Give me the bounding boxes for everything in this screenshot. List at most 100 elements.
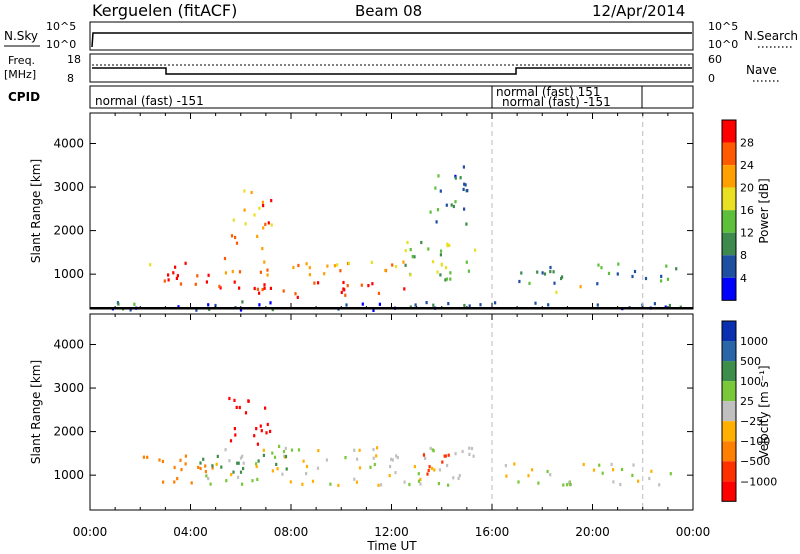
range-cell xyxy=(235,241,239,245)
range-cell xyxy=(243,189,246,193)
range-cell xyxy=(339,269,342,273)
range-cell xyxy=(149,263,152,267)
colorbar-segment xyxy=(722,321,736,342)
range-cell xyxy=(329,482,332,486)
range-cell xyxy=(179,458,182,462)
range-cell xyxy=(560,276,563,281)
y-tick-label: 1000 xyxy=(53,468,84,482)
range-cell xyxy=(541,271,544,275)
range-cell xyxy=(449,271,452,275)
range-cell xyxy=(269,429,272,433)
range-cell xyxy=(281,472,284,476)
range-cell xyxy=(517,480,520,484)
range-cell xyxy=(458,474,461,478)
range-cell xyxy=(233,427,236,431)
range-cell xyxy=(263,283,266,287)
range-cell xyxy=(411,255,414,259)
range-cell xyxy=(536,270,539,274)
range-cell xyxy=(447,483,450,487)
x-tick-label: 00:00 xyxy=(73,525,108,539)
range-cell xyxy=(207,303,210,307)
range-cell xyxy=(199,466,202,471)
range-cell xyxy=(435,220,438,224)
range-cell xyxy=(184,454,187,458)
range-cell xyxy=(197,465,200,469)
range-cell xyxy=(233,280,236,284)
range-cell xyxy=(247,399,250,403)
range-cell xyxy=(633,269,637,274)
range-cell xyxy=(373,462,376,467)
range-cell xyxy=(446,242,449,246)
range-cell xyxy=(436,270,439,274)
range-cell xyxy=(648,476,651,481)
range-cell xyxy=(167,273,170,277)
range-cell xyxy=(230,234,234,238)
range-cell xyxy=(175,276,178,280)
range-cell xyxy=(275,462,278,466)
range-cell xyxy=(468,446,471,450)
colorbar-tick-label: 20 xyxy=(740,182,754,195)
range-cell xyxy=(424,456,427,460)
range-cell xyxy=(305,472,308,476)
range-cell xyxy=(658,483,661,487)
range-cell xyxy=(294,292,297,296)
range-cell xyxy=(566,483,569,487)
range-cell xyxy=(173,480,176,484)
cpid-label: CPID xyxy=(8,90,40,104)
range-cell xyxy=(596,303,599,307)
range-cell xyxy=(432,260,435,264)
x-tick-label: 12:00 xyxy=(374,525,409,539)
nsky-line xyxy=(91,32,692,48)
range-cell xyxy=(282,450,286,454)
range-cell xyxy=(665,264,668,268)
range-cell xyxy=(305,262,308,266)
range-cell xyxy=(220,465,223,469)
range-cell xyxy=(596,282,599,286)
range-cell xyxy=(375,454,378,458)
range-cell xyxy=(438,468,441,472)
cpid-entry-2: normal (fast) 151 xyxy=(496,85,600,99)
range-cell xyxy=(660,274,663,278)
range-cell xyxy=(353,477,356,481)
range-cell xyxy=(465,260,468,264)
range-cell xyxy=(235,405,238,409)
range-cell xyxy=(215,462,218,466)
velocity-data-layer xyxy=(142,314,672,510)
range-cell xyxy=(470,446,474,451)
colorbar-segment xyxy=(722,142,736,166)
range-cell xyxy=(256,287,259,291)
range-cell xyxy=(237,475,240,479)
range-cell xyxy=(258,291,261,295)
range-cell xyxy=(367,284,370,288)
range-cell xyxy=(653,302,656,306)
range-cell xyxy=(292,265,295,270)
range-cell xyxy=(403,287,406,291)
range-cell xyxy=(598,463,601,467)
range-cell xyxy=(241,454,244,458)
range-cell xyxy=(262,226,265,230)
range-cell xyxy=(403,480,406,484)
range-cell xyxy=(597,263,600,267)
range-cell xyxy=(520,271,523,275)
range-cell xyxy=(261,247,264,251)
range-cell xyxy=(465,222,468,226)
range-cell xyxy=(391,458,394,462)
colorbar-tick-label: 28 xyxy=(740,137,754,150)
range-cell xyxy=(447,453,450,457)
range-cell xyxy=(326,264,329,268)
range-cell xyxy=(445,277,448,281)
range-cell xyxy=(552,270,555,274)
freq-tick-low: 8 xyxy=(67,72,74,85)
range-cell xyxy=(402,260,405,264)
range-cell xyxy=(420,240,423,245)
range-cell xyxy=(562,483,565,487)
range-cell xyxy=(391,263,394,267)
colorbar-segment xyxy=(722,381,736,402)
range-cell xyxy=(229,439,233,443)
range-cell xyxy=(650,469,653,473)
velocity-panel: 1000 2000 3000 4000 Slant Range [km] 1000 50… xyxy=(29,313,777,511)
power-frame xyxy=(89,112,694,310)
freq-label: Freq. xyxy=(8,54,35,67)
range-cell xyxy=(172,271,175,275)
range-cell xyxy=(284,446,287,450)
